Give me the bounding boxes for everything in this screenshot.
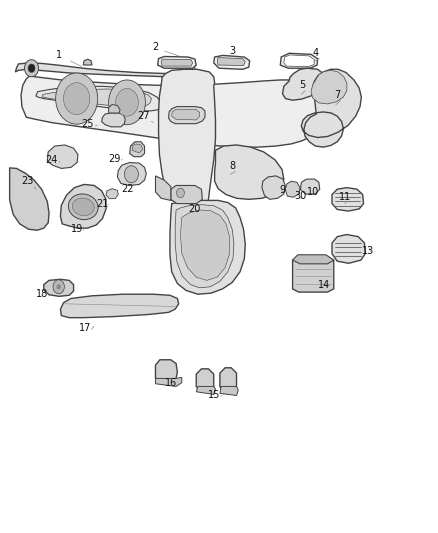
Polygon shape bbox=[10, 168, 49, 230]
Polygon shape bbox=[311, 70, 347, 104]
Polygon shape bbox=[175, 205, 234, 288]
Circle shape bbox=[56, 73, 98, 124]
Circle shape bbox=[25, 60, 39, 77]
Polygon shape bbox=[170, 200, 245, 294]
Polygon shape bbox=[293, 257, 334, 292]
Polygon shape bbox=[196, 386, 215, 394]
Text: 16: 16 bbox=[165, 378, 177, 387]
Polygon shape bbox=[301, 69, 361, 147]
Polygon shape bbox=[262, 176, 286, 199]
Polygon shape bbox=[155, 377, 182, 386]
Polygon shape bbox=[293, 255, 334, 264]
Text: 9: 9 bbox=[279, 185, 286, 195]
Polygon shape bbox=[158, 56, 196, 68]
Polygon shape bbox=[220, 386, 238, 395]
Text: 1: 1 bbox=[56, 50, 62, 60]
Polygon shape bbox=[109, 104, 120, 113]
Polygon shape bbox=[155, 360, 177, 384]
Polygon shape bbox=[102, 113, 125, 127]
Polygon shape bbox=[169, 107, 205, 124]
Text: 7: 7 bbox=[334, 90, 340, 100]
Ellipse shape bbox=[68, 194, 98, 220]
Polygon shape bbox=[155, 176, 171, 200]
Text: 3: 3 bbox=[229, 46, 235, 55]
Polygon shape bbox=[42, 89, 152, 108]
Text: 30: 30 bbox=[294, 191, 307, 201]
Polygon shape bbox=[106, 189, 118, 199]
Polygon shape bbox=[117, 163, 146, 185]
Polygon shape bbox=[161, 59, 193, 66]
Polygon shape bbox=[171, 185, 202, 204]
Text: 29: 29 bbox=[109, 154, 121, 164]
Polygon shape bbox=[188, 67, 195, 74]
Circle shape bbox=[124, 166, 138, 183]
Polygon shape bbox=[21, 76, 328, 147]
Text: 25: 25 bbox=[81, 119, 94, 128]
Text: 13: 13 bbox=[362, 246, 374, 255]
Polygon shape bbox=[132, 144, 143, 153]
Text: 18: 18 bbox=[35, 289, 48, 299]
Text: 4: 4 bbox=[312, 49, 318, 58]
Circle shape bbox=[28, 64, 35, 72]
Polygon shape bbox=[300, 179, 320, 194]
Polygon shape bbox=[159, 69, 215, 204]
Polygon shape bbox=[332, 188, 364, 211]
Polygon shape bbox=[283, 68, 325, 100]
Polygon shape bbox=[15, 63, 193, 77]
Polygon shape bbox=[285, 181, 300, 197]
Polygon shape bbox=[220, 368, 237, 393]
Text: 5: 5 bbox=[299, 80, 305, 90]
Text: 14: 14 bbox=[318, 280, 330, 290]
Polygon shape bbox=[36, 86, 161, 111]
Text: 17: 17 bbox=[79, 323, 92, 333]
Circle shape bbox=[116, 88, 138, 116]
Ellipse shape bbox=[72, 198, 94, 216]
Text: 24: 24 bbox=[46, 155, 58, 165]
Polygon shape bbox=[284, 55, 314, 67]
Polygon shape bbox=[217, 58, 245, 66]
Polygon shape bbox=[60, 184, 106, 228]
Text: 23: 23 bbox=[21, 176, 33, 186]
Circle shape bbox=[64, 83, 90, 115]
Polygon shape bbox=[280, 53, 318, 68]
Polygon shape bbox=[196, 369, 214, 392]
Circle shape bbox=[57, 284, 61, 289]
Polygon shape bbox=[60, 294, 179, 318]
Polygon shape bbox=[172, 109, 200, 120]
Polygon shape bbox=[215, 145, 284, 199]
Text: 19: 19 bbox=[71, 224, 83, 234]
Text: 20: 20 bbox=[189, 204, 201, 214]
Polygon shape bbox=[44, 279, 74, 296]
Polygon shape bbox=[83, 59, 92, 65]
Text: 22: 22 bbox=[121, 184, 133, 194]
Text: 27: 27 bbox=[138, 111, 150, 121]
Text: 2: 2 bbox=[152, 42, 159, 52]
Polygon shape bbox=[130, 142, 145, 157]
Text: 10: 10 bbox=[307, 187, 319, 197]
Polygon shape bbox=[47, 145, 78, 168]
Circle shape bbox=[53, 280, 64, 294]
Circle shape bbox=[177, 188, 184, 198]
Polygon shape bbox=[180, 210, 230, 280]
Polygon shape bbox=[332, 235, 365, 263]
Text: 15: 15 bbox=[208, 391, 221, 400]
Circle shape bbox=[109, 80, 145, 125]
Polygon shape bbox=[214, 55, 250, 69]
Text: 21: 21 bbox=[97, 199, 109, 208]
Text: 11: 11 bbox=[339, 192, 351, 202]
Text: 8: 8 bbox=[229, 161, 235, 171]
